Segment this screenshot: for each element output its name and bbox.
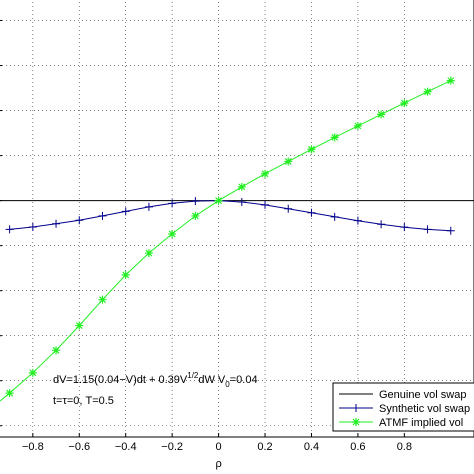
data-point [144, 249, 153, 258]
data-point [75, 321, 84, 330]
data-point [330, 133, 339, 142]
annotation-eq-end: =0.04 [230, 374, 258, 386]
series-3 [0, 76, 455, 402]
data-point [191, 197, 200, 206]
data-point [377, 220, 386, 229]
annotation: dV=1.15(0.04−V)dt + 0.39V1/2dW V0=0.04 t… [53, 371, 258, 407]
x-tick-label: 0.8 [397, 441, 412, 453]
series-layer [0, 76, 474, 402]
data-point [423, 87, 432, 96]
x-tick-label: 0.2 [257, 441, 272, 453]
data-point [446, 226, 455, 235]
data-point [5, 225, 14, 234]
annotation-eq-sup: 1/2 [187, 371, 199, 380]
x-tick-labels: −0.8 −0.6 −0.4 −0.2 0 0.2 0.4 0.6 0.8 [22, 441, 412, 453]
data-point [121, 270, 130, 279]
data-point [237, 197, 246, 206]
x-tick-label: −0.6 [68, 441, 90, 453]
data-point [446, 76, 455, 85]
series-2 [5, 196, 455, 235]
data-point [400, 223, 409, 232]
legend-entry: Synthetic vol swap [339, 403, 470, 415]
x-tick-label: −0.2 [161, 441, 183, 453]
data-point [307, 145, 316, 154]
legend: Genuine vol swap Synthetic vol swap ATMF i… [332, 382, 474, 432]
annotation-line-2: t=τ=0, T=0.5 [53, 395, 114, 407]
data-point [261, 200, 270, 209]
grid [0, 0, 474, 437]
data-point [330, 212, 339, 221]
data-point [144, 202, 153, 211]
x-tick-label: −0.8 [22, 441, 44, 453]
data-point [352, 404, 360, 412]
legend-label: ATMF implied vol [379, 417, 463, 429]
x-tick-label: 0 [216, 441, 222, 453]
x-tick-label: 0.4 [304, 441, 319, 453]
data-point [284, 204, 293, 213]
data-point [168, 229, 177, 238]
data-point [237, 182, 246, 191]
data-point [353, 216, 362, 225]
annotation-line-1: dV=1.15(0.04−V)dt + 0.39V1/2dW V0=0.04 [53, 371, 258, 389]
data-point [5, 389, 14, 398]
data-point [52, 346, 61, 355]
data-point [168, 199, 177, 208]
data-point [214, 196, 223, 205]
data-point [307, 208, 316, 217]
plot-frame [0, 0, 474, 438]
data-point [400, 99, 409, 108]
data-point [352, 418, 360, 426]
annotation-eq: dV=1.15(0.04−V)dt + 0.39V [53, 374, 188, 386]
data-point [191, 211, 200, 220]
data-point [121, 207, 130, 216]
legend-entry: Genuine vol swap [339, 389, 466, 401]
data-point [98, 295, 107, 304]
annotation-eq-sub: 0 [225, 380, 230, 389]
annotation-eq-tail: dW V [198, 374, 226, 386]
series-line [9, 200, 451, 232]
legend-entry: ATMF implied vol [339, 417, 463, 429]
data-point [52, 219, 61, 228]
data-point [284, 157, 293, 166]
data-point [353, 121, 362, 130]
x-tick-label: −0.4 [115, 441, 137, 453]
x-tick-label: 0.6 [350, 441, 365, 453]
data-point [261, 169, 270, 178]
legend-label: Genuine vol swap [379, 389, 466, 401]
x-axis-label: ρ [215, 458, 221, 470]
data-point [98, 211, 107, 220]
legend-label: Synthetic vol swap [379, 403, 470, 415]
data-point [28, 222, 37, 231]
series-line [0, 80, 452, 402]
data-point [423, 225, 432, 234]
data-point [28, 368, 37, 377]
data-point [75, 216, 84, 225]
data-point [377, 110, 386, 119]
